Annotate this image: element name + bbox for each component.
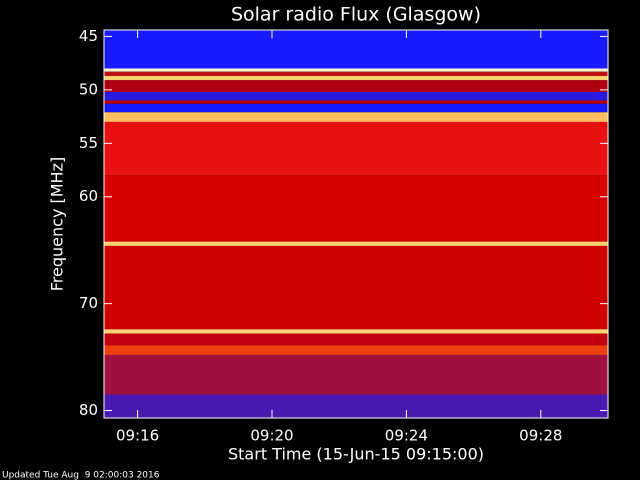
frequency-band (104, 68, 608, 72)
x-tick-label: 09:28 (519, 427, 562, 445)
y-tick-label: 70 (79, 294, 98, 312)
frequency-band (104, 91, 608, 101)
frequency-band (104, 80, 608, 92)
frequency-band (104, 121, 608, 176)
frequency-band (104, 112, 608, 122)
frequency-band (104, 75, 608, 81)
y-tick-label: 55 (79, 134, 98, 152)
footer: Updated Tue Aug 9 02:00:03 2016 (2, 471, 160, 480)
frequency-band (104, 245, 608, 330)
frequency-band (104, 329, 608, 334)
frequency-band (104, 71, 608, 76)
x-tick-label: 09:24 (385, 427, 428, 445)
x-tick-label: 09:20 (250, 427, 293, 445)
y-tick-label: 45 (79, 27, 98, 45)
frequency-band (104, 30, 608, 69)
frequency-band (104, 241, 608, 246)
x-axis-label: Start Time (15-Jun-15 09:15:00) (228, 445, 484, 464)
chart-title: Solar radio Flux (Glasgow) (231, 4, 481, 26)
x-tick-label: 09:16 (116, 427, 159, 445)
frequency-band (104, 354, 608, 395)
frequency-band (104, 333, 608, 346)
y-tick-label: 50 (79, 80, 98, 98)
y-axis-label: Frequency [MHz] (48, 157, 67, 291)
y-tick-label: 60 (79, 187, 98, 205)
y-tick-label: 80 (79, 401, 98, 419)
frequency-band (104, 175, 608, 242)
frequency-band (104, 100, 608, 104)
frequency-band (104, 345, 608, 355)
frequency-band (104, 394, 608, 418)
plot-frame (103, 29, 609, 419)
frequency-band (104, 103, 608, 113)
